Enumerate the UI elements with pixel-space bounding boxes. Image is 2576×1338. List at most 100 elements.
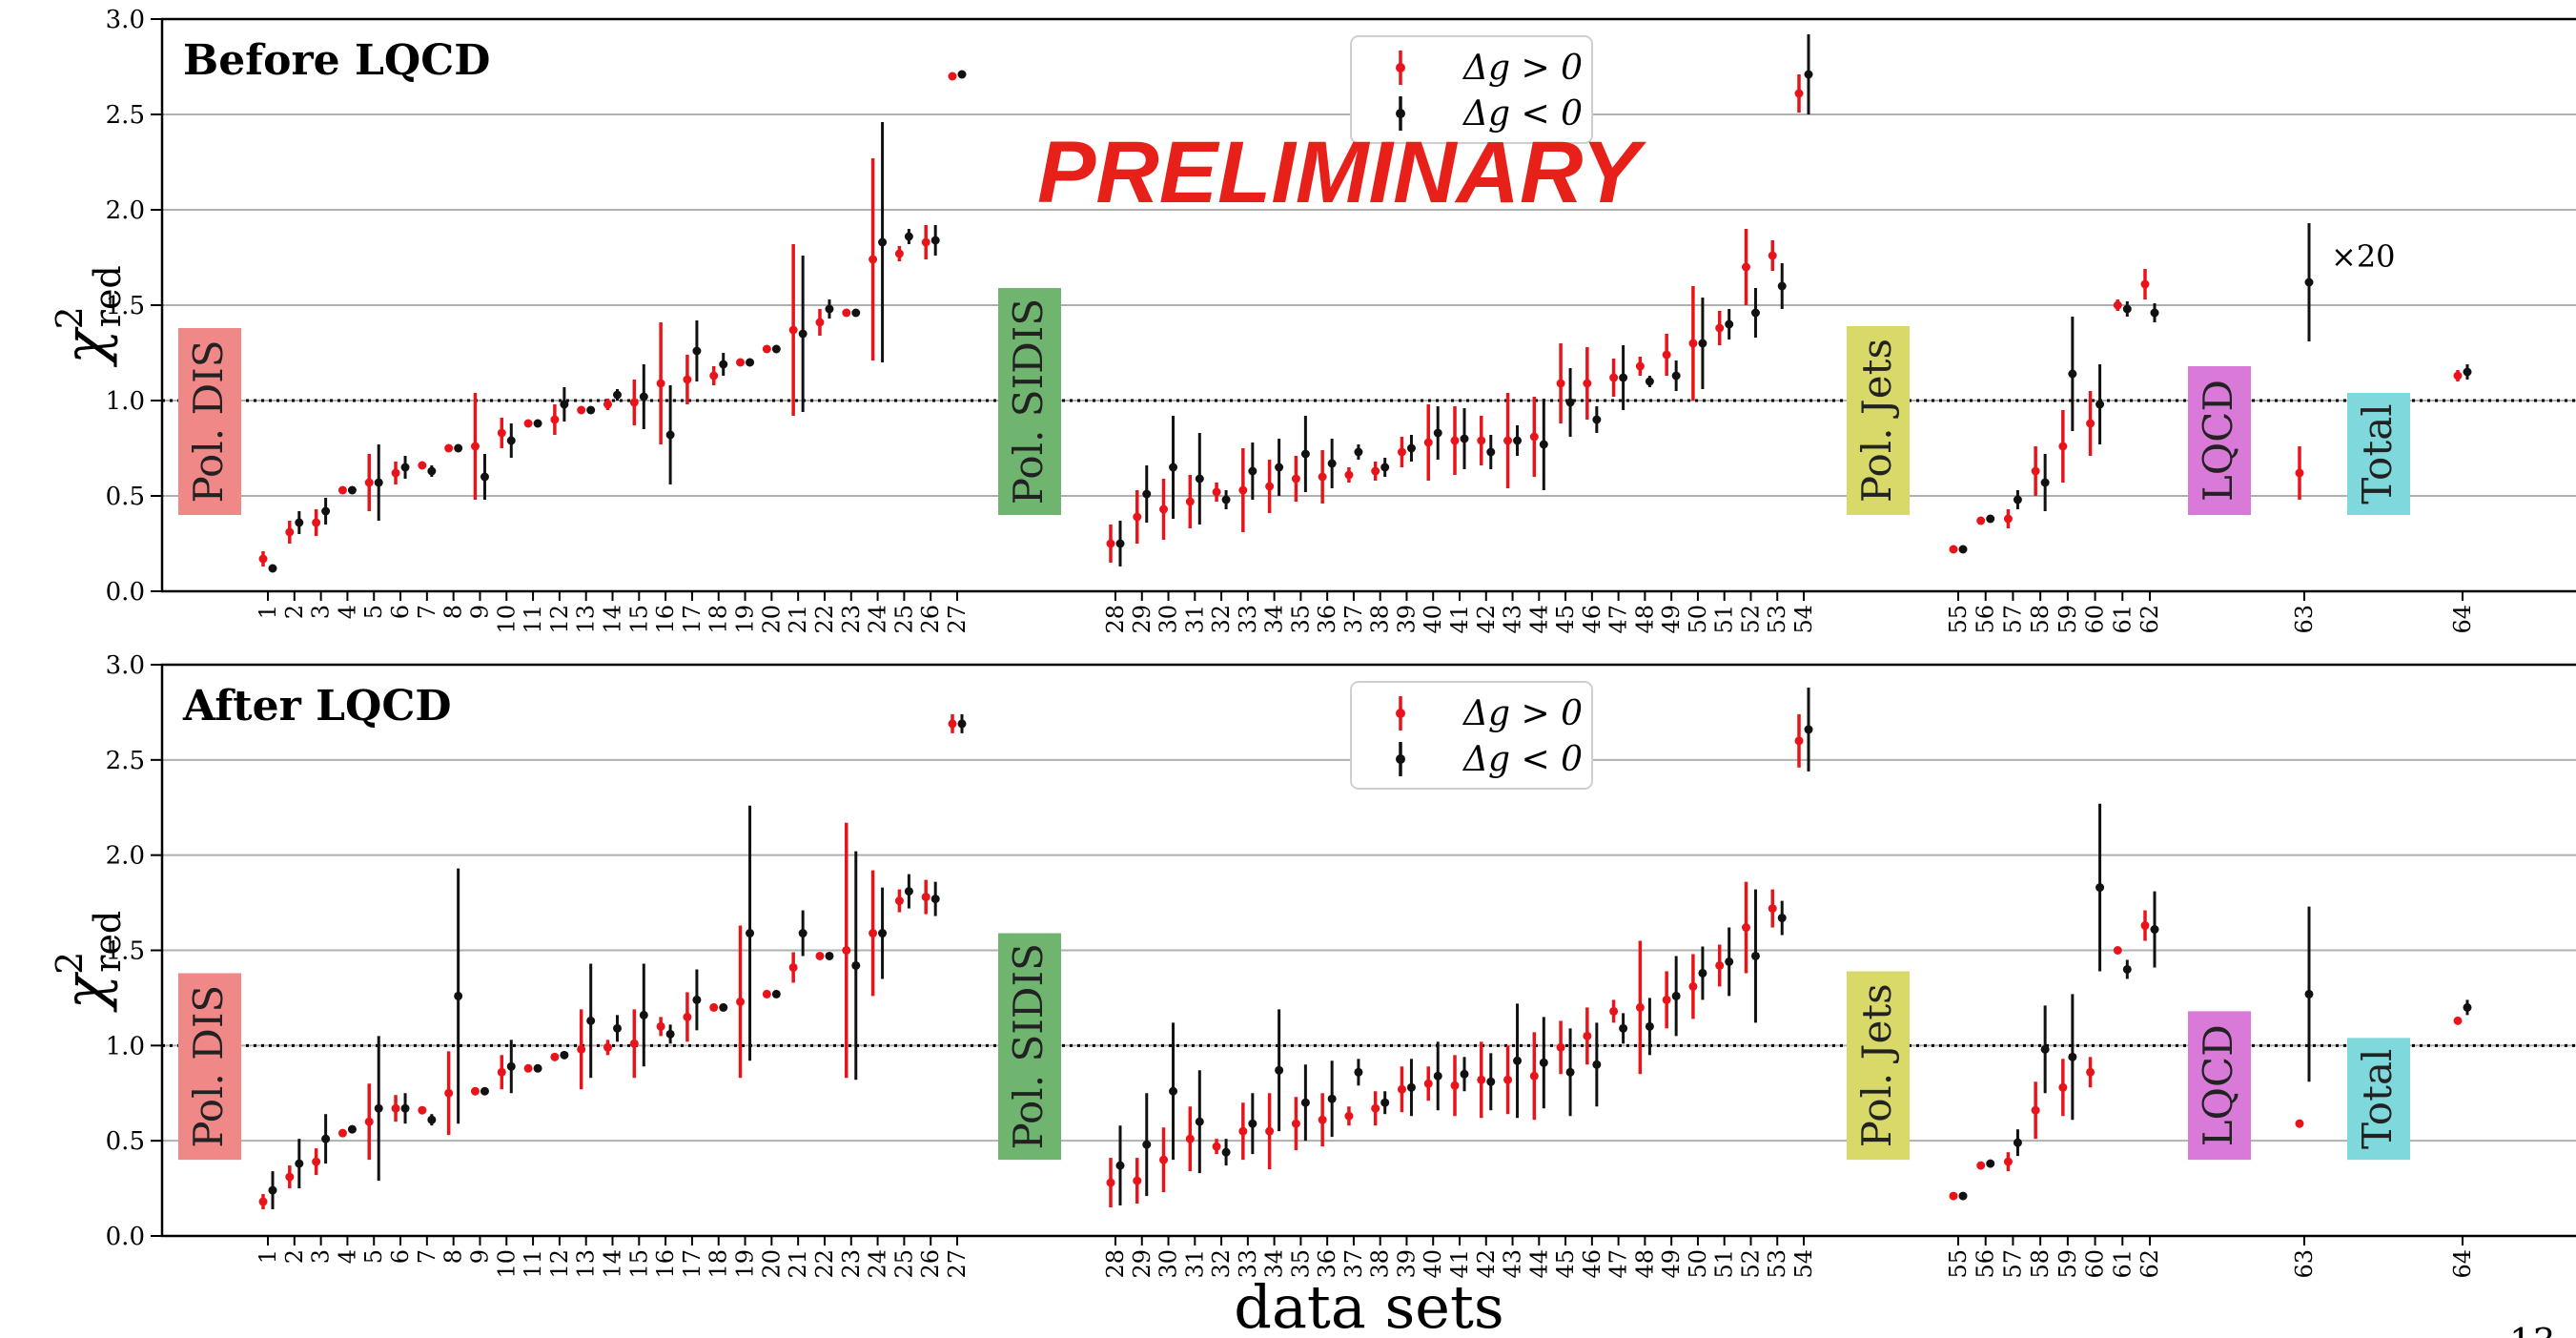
data-point (258, 1197, 268, 1206)
data-point (1185, 497, 1195, 506)
x-tick-label: 58 (2027, 1249, 2054, 1279)
x-tick-label: 50 (1685, 1249, 1711, 1279)
plot-frame (160, 17, 2576, 593)
data-point (788, 325, 798, 335)
data-point (2463, 1002, 2472, 1012)
x-tick-label: 54 (1790, 605, 1817, 634)
data-point (904, 232, 913, 241)
data-point (762, 989, 771, 998)
data-point (788, 962, 798, 972)
data-point (1804, 725, 1813, 734)
x-tick-label: 56 (1973, 1249, 1999, 1279)
x-tick-label: 26 (917, 605, 944, 634)
data-point (268, 1185, 277, 1195)
data-point (533, 1063, 542, 1073)
data-point (1115, 539, 1125, 548)
data-point (2013, 495, 2022, 504)
x-tick-label: 19 (732, 1249, 759, 1279)
data-point (285, 1172, 295, 1182)
data-point (1565, 398, 1575, 407)
data-point (1185, 1134, 1195, 1143)
x-tick-label: 27 (944, 605, 971, 634)
data-point (709, 1002, 719, 1012)
data-point (1804, 70, 1813, 79)
x-tick-label: 25 (890, 605, 917, 634)
x-tick-label: 38 (1367, 1249, 1394, 1279)
data-point (1300, 1098, 1310, 1107)
data-point (2295, 468, 2304, 478)
data-point (639, 392, 648, 401)
x-tick-label: 40 (1420, 605, 1446, 634)
legend-label: Δg > 0 (1462, 694, 1583, 733)
y-tick-label: 2.0 (106, 842, 145, 871)
group-label: LQCD (2195, 380, 2241, 502)
data-point (1133, 1176, 1142, 1185)
x-tick-label: 32 (1208, 1249, 1235, 1279)
x-tick-label: 41 (1446, 1249, 1473, 1279)
y-label-sub: red (87, 265, 129, 327)
data-point (825, 304, 834, 314)
y-tick-label: 2.5 (106, 747, 145, 775)
data-point (1344, 1111, 1354, 1121)
legend-marker (1396, 709, 1405, 718)
x-tick-label: 45 (1552, 1249, 1579, 1279)
data-point (692, 346, 702, 356)
data-point (444, 1088, 454, 1098)
data-point (692, 995, 702, 1004)
data-point (825, 951, 834, 960)
data-point (523, 419, 533, 428)
x-tick-label: 62 (2136, 1249, 2163, 1279)
x-tick-label: 16 (652, 605, 679, 634)
x-tick-label: 39 (1393, 1249, 1420, 1279)
data-point (2150, 308, 2159, 318)
data-point (1949, 1191, 1958, 1201)
data-point (1662, 350, 1671, 360)
data-point (427, 1115, 437, 1124)
data-point (1142, 1140, 1152, 1149)
data-point (2304, 989, 2314, 998)
data-point (1750, 308, 1760, 318)
data-point (1715, 323, 1725, 333)
legend-label: Δg < 0 (1462, 740, 1583, 779)
data-point (1248, 1119, 1257, 1128)
x-tick-label: 37 (1340, 605, 1367, 634)
data-point (1327, 1094, 1337, 1103)
data-point (1380, 463, 1390, 472)
data-point (683, 1012, 692, 1021)
x-tick-label: 48 (1631, 605, 1658, 634)
x-tick-label: 61 (2109, 1249, 2136, 1279)
x-tick-label: 48 (1631, 1249, 1658, 1279)
data-point (2122, 964, 2132, 974)
data-point (480, 1086, 489, 1096)
data-point (894, 249, 904, 258)
x-tick-label: 40 (1420, 1249, 1446, 1279)
x-tick-label: 60 (2082, 1249, 2109, 1279)
y-tick-label: 3.0 (106, 6, 145, 34)
legend-label: Δg < 0 (1462, 94, 1583, 134)
data-point (2058, 1082, 2068, 1092)
data-point (523, 1063, 533, 1073)
data-point (1275, 463, 1284, 472)
legend-marker (1396, 109, 1405, 118)
x-tick-label: 4 (334, 1249, 360, 1264)
x-tick-label: 34 (1261, 1249, 1288, 1279)
data-point (258, 554, 268, 564)
x-tick-label: 24 (865, 1249, 891, 1279)
data-point (347, 1124, 357, 1134)
data-point (2040, 1044, 2050, 1054)
data-point (2304, 278, 2314, 287)
x-tick-label: 31 (1181, 1249, 1208, 1279)
data-point (400, 1103, 410, 1113)
data-point (1318, 1115, 1327, 1124)
x-tick-label: 9 (466, 605, 493, 619)
x-tick-label: 29 (1129, 1249, 1155, 1279)
x-tick-label: 13 (573, 1249, 600, 1279)
data-point (1794, 89, 1804, 98)
data-point (497, 428, 506, 438)
x-tick-label: 23 (838, 1249, 865, 1279)
data-point (1777, 281, 1787, 291)
data-point (2150, 925, 2159, 935)
data-point (1486, 447, 1496, 457)
x-tick-label: 5 (360, 605, 387, 619)
